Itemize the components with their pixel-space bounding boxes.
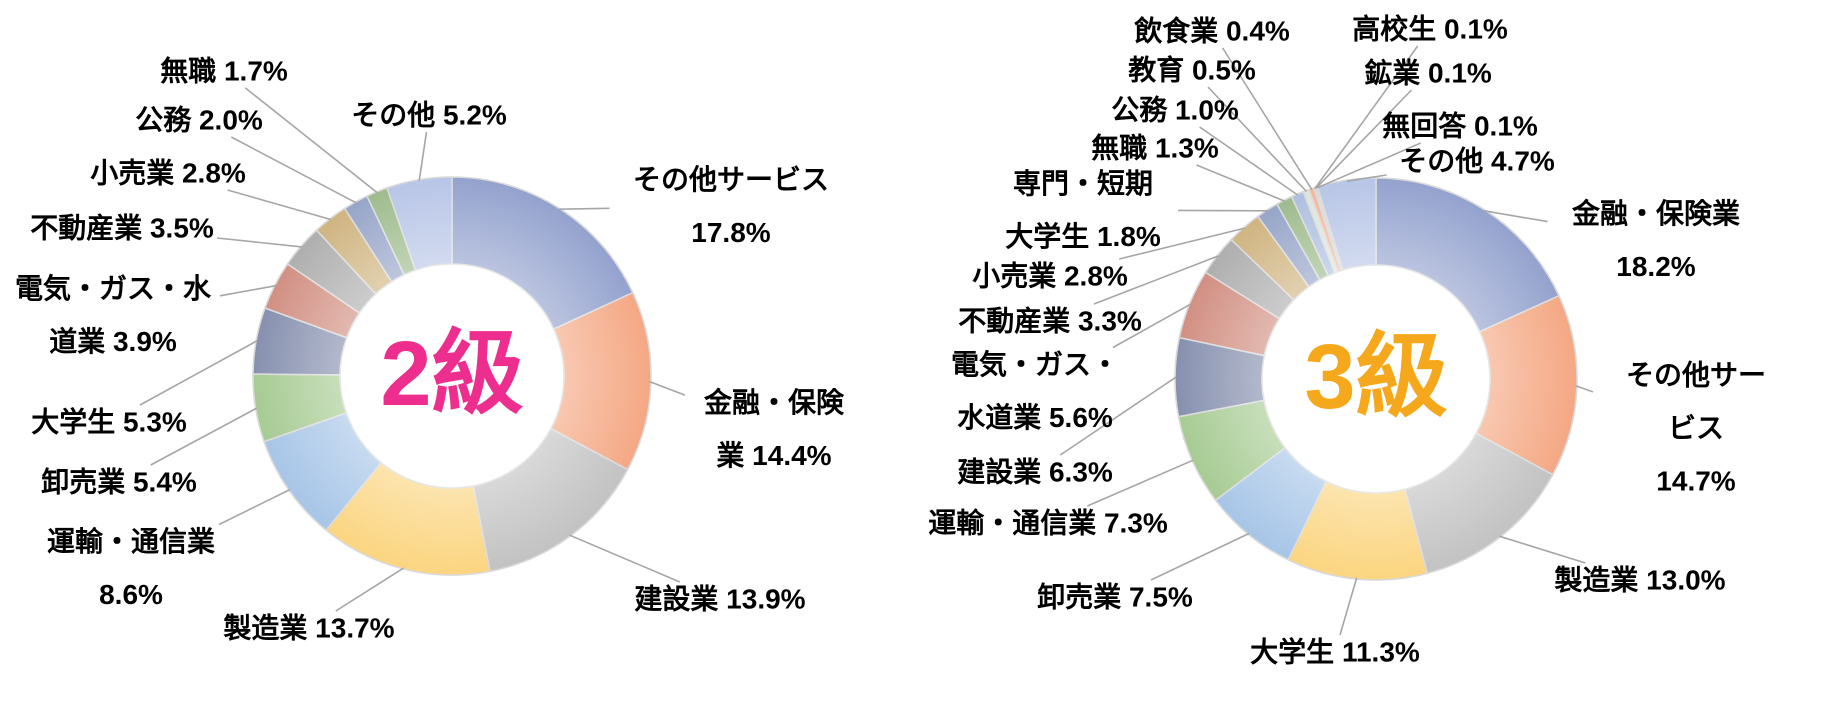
- leader-line-0-5: [150, 407, 257, 466]
- donut-inner-highlight: [1175, 178, 1577, 580]
- leader-line-1-2: [1499, 535, 1586, 564]
- leader-line-1-5: [1086, 459, 1194, 507]
- leader-line-1-3: [1339, 577, 1358, 636]
- leader-line-1-4: [1150, 532, 1250, 581]
- leader-line-1-12: [1199, 126, 1299, 196]
- leader-line-0-0: [558, 207, 610, 210]
- leader-line-1-16: [1315, 89, 1413, 189]
- leader-line-0-9: [227, 189, 332, 221]
- center-label-grade3: 3級: [1304, 326, 1448, 428]
- leader-line-1-17: [1316, 142, 1422, 189]
- leader-line-1-14: [1222, 47, 1313, 191]
- leader-line-0-6: [139, 339, 258, 406]
- center-label-grade2: 2級: [380, 323, 524, 425]
- leader-line-0-4: [218, 488, 291, 526]
- leader-line-1-9: [1119, 227, 1245, 260]
- leader-line-1-6: [1059, 376, 1177, 456]
- leader-line-0-12: [418, 131, 428, 181]
- leader-line-1-13: [1207, 86, 1308, 193]
- leader-line-1-18: [1346, 174, 1387, 182]
- leader-line-0-8: [216, 237, 302, 248]
- leader-line-1-1: [1575, 385, 1594, 393]
- leader-line-0-2: [569, 534, 681, 583]
- leader-line-1-0: [1484, 210, 1548, 223]
- leader-line-1-11: [1196, 164, 1285, 202]
- donut-inner-highlight: [253, 177, 651, 575]
- leader-line-0-3: [335, 567, 405, 612]
- leader-line-0-1: [649, 380, 686, 396]
- leader-line-0-11: [244, 87, 378, 194]
- leader-line-0-7: [219, 284, 276, 297]
- leader-line-1-15: [1314, 45, 1419, 190]
- leader-line-0-10: [230, 136, 357, 204]
- leader-line-1-7: [1112, 303, 1191, 349]
- leader-line-1-8: [1093, 255, 1219, 305]
